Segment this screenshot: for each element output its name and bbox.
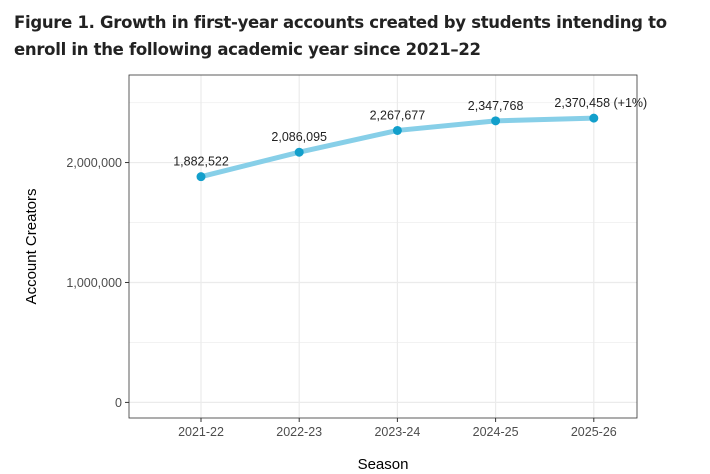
x-tick-label: 2021-22 bbox=[178, 425, 224, 439]
x-tick-label: 2023-24 bbox=[374, 425, 420, 439]
x-tick-label: 2024-25 bbox=[473, 425, 519, 439]
data-label: 2,370,458 (+1%) bbox=[554, 96, 647, 110]
data-point bbox=[294, 147, 304, 157]
y-tick-label: 2,000,000 bbox=[66, 156, 122, 170]
data-label: 1,882,522 bbox=[173, 155, 229, 169]
x-tick-label: 2022-23 bbox=[276, 425, 322, 439]
y-axis-title: Account Creators bbox=[23, 189, 40, 305]
plot-border bbox=[128, 74, 638, 419]
data-label: 2,086,095 bbox=[271, 130, 327, 144]
data-point bbox=[589, 113, 599, 123]
data-point bbox=[392, 125, 402, 135]
data-point bbox=[491, 116, 501, 126]
x-axis-title: Season bbox=[358, 456, 409, 473]
data-point bbox=[196, 172, 206, 182]
data-label: 2,267,677 bbox=[370, 108, 426, 122]
x-tick-label: 2025-26 bbox=[571, 425, 617, 439]
data-label: 2,347,768 bbox=[468, 99, 524, 113]
y-tick-label: 0 bbox=[115, 396, 122, 410]
y-tick-label: 1,000,000 bbox=[66, 276, 122, 290]
chart-title: Figure 1. Growth in first-year accounts … bbox=[14, 13, 667, 59]
